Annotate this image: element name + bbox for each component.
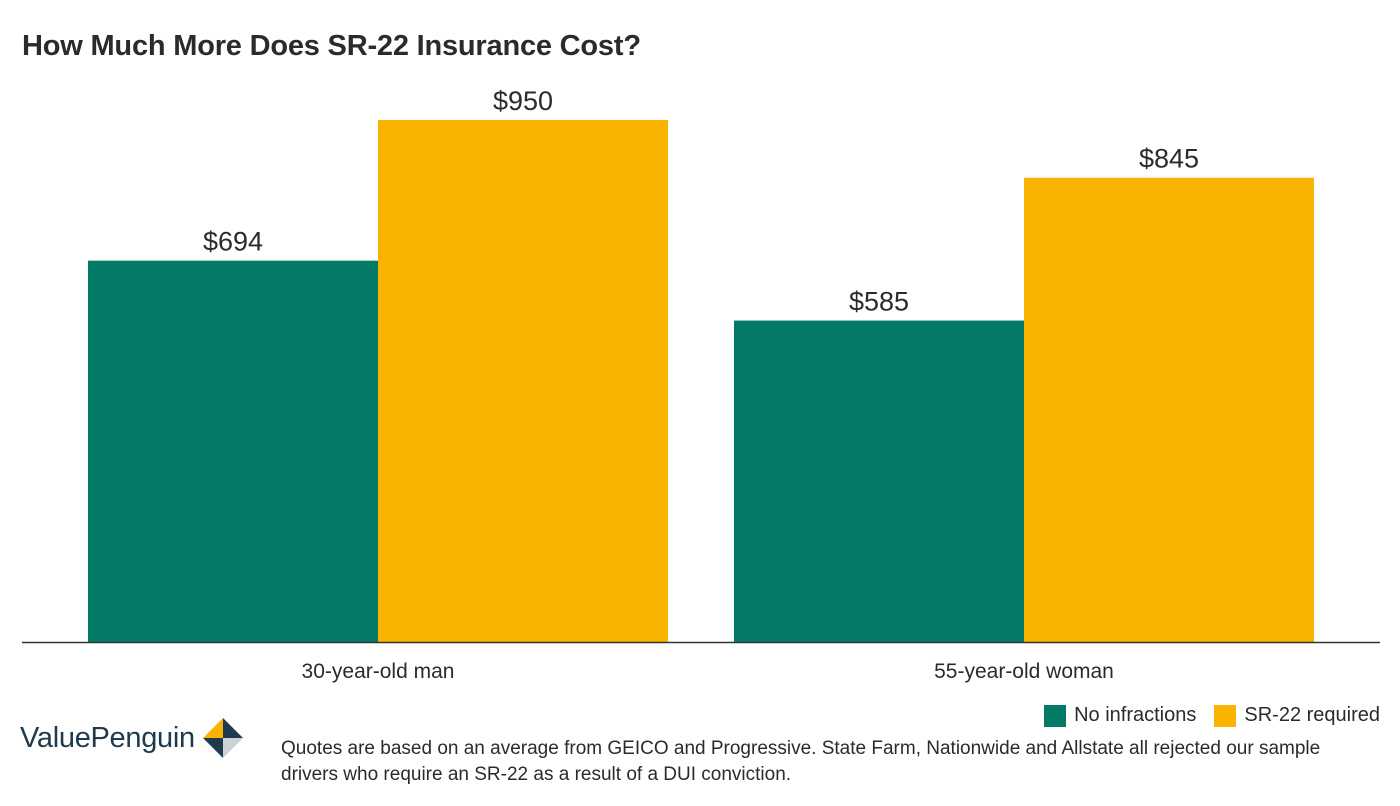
logo-wordmark: ValuePenguin (20, 721, 195, 754)
data-label: $845 (1139, 144, 1199, 174)
bar-sr22-required-2 (1024, 177, 1314, 642)
data-label: $585 (849, 287, 909, 317)
bar-no-infractions-2 (734, 320, 1024, 642)
bar-no-infractions-1 (88, 260, 378, 642)
data-label: $950 (493, 86, 553, 116)
bar-chart: $694 $950 30-year-old man $585 $845 55-year-o… (22, 86, 1380, 683)
legend-item-sr22-required: SR-22 required (1214, 704, 1380, 727)
x-tick-label: 55-year-old woman (934, 660, 1114, 683)
legend-label-sr22-required: SR-22 required (1244, 704, 1380, 726)
data-label: $694 (203, 227, 263, 257)
chart-footnote: Quotes are based on an average from GEIC… (281, 738, 1321, 785)
bar-sr22-required-1 (378, 120, 668, 642)
x-tick-label: 30-year-old man (302, 660, 455, 683)
chart-legend: No infractions SR-22 required (1044, 704, 1380, 727)
penguin-mark-icon (202, 718, 243, 758)
legend-swatch-no-infractions (1044, 704, 1067, 727)
valuepenguin-logo: ValuePenguin (20, 716, 245, 760)
legend-label-no-infractions: No infractions (1074, 704, 1197, 726)
chart-title: How Much More Does SR-22 Insurance Cost? (22, 30, 641, 62)
legend-swatch-sr22-required (1214, 704, 1237, 727)
legend-item-no-infractions: No infractions (1044, 704, 1196, 727)
